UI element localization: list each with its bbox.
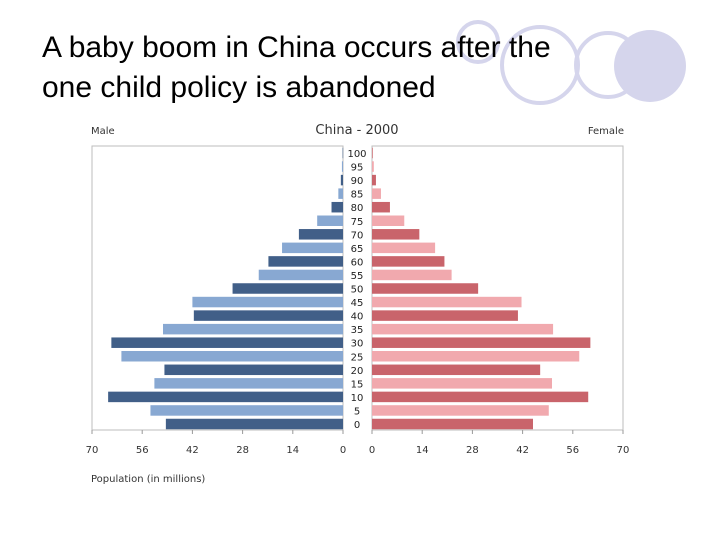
slide-title-line-2: one child policy is abandoned [42, 71, 436, 104]
female-bar-age-90 [372, 174, 376, 186]
deco-circle-3 [614, 30, 686, 102]
female-bar-age-70 [372, 229, 420, 240]
male-bar-age-95 [341, 161, 343, 172]
male-bar-age-80 [331, 201, 343, 213]
male-bar-age-65 [282, 242, 343, 254]
male-bar-age-45 [192, 296, 343, 308]
age-label-65: 65 [351, 244, 364, 255]
female-bar-age-45 [372, 296, 522, 308]
male-tick-label-70: 70 [86, 445, 99, 456]
female-bar-age-0 [372, 418, 533, 430]
female-bar-age-20 [372, 364, 541, 376]
female-bar-age-5 [372, 405, 549, 416]
age-label-30: 30 [351, 339, 364, 350]
male-bar-age-75 [317, 215, 343, 226]
age-label-5: 5 [354, 406, 360, 417]
age-label-90: 90 [351, 176, 364, 187]
age-label-70: 70 [351, 230, 364, 241]
female-tick-label-0: 0 [369, 445, 375, 456]
age-label-45: 45 [351, 298, 364, 309]
x-axis-label: Population (in millions) [91, 474, 205, 485]
chart-title: China - 2000 [315, 123, 398, 138]
female-bar-age-35 [372, 323, 554, 335]
age-label-95: 95 [351, 163, 364, 174]
male-bar-age-100 [342, 147, 344, 159]
male-bar-age-15 [154, 378, 343, 389]
female-bar-age-100 [372, 147, 373, 159]
female-bar-age-85 [372, 188, 381, 199]
female-bar-age-75 [372, 215, 405, 226]
age-label-15: 15 [351, 379, 364, 390]
age-label-50: 50 [351, 285, 364, 296]
age-label-55: 55 [351, 271, 364, 282]
female-label: Female [588, 126, 624, 137]
deco-circle-4 [456, 20, 500, 64]
male-tick-label-14: 14 [286, 445, 299, 456]
male-bar-age-60 [268, 256, 343, 267]
male-tick-label-28: 28 [236, 445, 249, 456]
female-bar-age-95 [372, 161, 374, 172]
male-bar-age-40 [193, 310, 343, 321]
female-bar-age-55 [372, 269, 452, 281]
female-bar-age-80 [372, 201, 390, 213]
age-label-100: 100 [347, 149, 366, 160]
x-axis-ticks: 0 0 14 14 28 28 42 42 56 56 70 70 [86, 430, 630, 456]
male-bar-age-20 [164, 364, 343, 376]
age-label-10: 10 [351, 393, 364, 404]
female-tick-label-14: 14 [416, 445, 429, 456]
female-tick-label-70: 70 [617, 445, 630, 456]
male-tick-label-42: 42 [186, 445, 199, 456]
male-bar-age-90 [340, 174, 343, 186]
female-tick-label-28: 28 [466, 445, 479, 456]
age-label-25: 25 [351, 352, 364, 363]
male-tick-label-0: 0 [340, 445, 346, 456]
chart-bars [108, 147, 591, 430]
slide-title-line-1: A baby boom in China occurs after the [42, 31, 551, 64]
female-bar-age-10 [372, 391, 589, 403]
female-bar-age-50 [372, 283, 479, 294]
male-bar-age-70 [298, 229, 343, 240]
male-bar-age-55 [258, 269, 343, 281]
male-label: Male [91, 126, 115, 137]
age-label-60: 60 [351, 257, 364, 268]
female-bar-age-60 [372, 256, 445, 267]
male-bar-age-85 [338, 188, 343, 199]
female-tick-label-42: 42 [516, 445, 529, 456]
male-bar-age-35 [162, 323, 343, 335]
female-bar-age-15 [372, 378, 553, 389]
male-bar-age-50 [232, 283, 343, 294]
decorative-circles [456, 20, 686, 105]
female-bar-age-65 [372, 242, 436, 254]
age-label-80: 80 [351, 203, 364, 214]
male-bar-age-0 [165, 418, 343, 430]
age-label-75: 75 [351, 217, 364, 228]
age-label-0: 0 [354, 420, 360, 431]
slide-title: A baby boom in China occurs after the on… [42, 28, 642, 108]
female-tick-label-56: 56 [566, 445, 579, 456]
female-bar-age-30 [372, 337, 591, 348]
age-label-40: 40 [351, 312, 364, 323]
age-labels: 1009590858075706560555045403530252015105… [347, 149, 366, 431]
female-bar-age-40 [372, 310, 518, 321]
male-bar-age-25 [121, 351, 343, 362]
male-bar-age-10 [108, 391, 343, 403]
male-bar-age-30 [111, 337, 343, 348]
male-tick-label-56: 56 [136, 445, 149, 456]
age-label-85: 85 [351, 190, 364, 201]
female-bar-age-25 [372, 351, 580, 362]
age-label-20: 20 [351, 366, 364, 377]
male-bar-age-5 [150, 405, 343, 416]
age-label-35: 35 [351, 325, 364, 336]
